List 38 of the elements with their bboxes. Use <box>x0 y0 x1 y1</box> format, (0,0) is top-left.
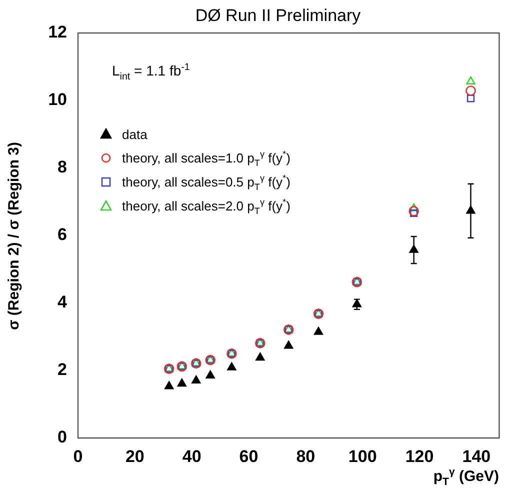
point <box>256 352 265 361</box>
point <box>466 94 475 102</box>
y-tick-label: 2 <box>58 360 67 380</box>
point <box>408 206 419 216</box>
x-tick-label: 140 <box>462 446 491 466</box>
point <box>352 299 362 308</box>
y-axis-title: σ (Region 2) / σ (Region 3) <box>6 142 22 330</box>
x-tick-label: 120 <box>405 446 434 466</box>
y-tick-label: 4 <box>58 292 68 312</box>
point <box>177 378 186 387</box>
y-tick-label: 12 <box>48 22 67 42</box>
point <box>410 209 418 218</box>
x-tick-label: 100 <box>348 446 377 466</box>
point <box>314 326 324 335</box>
y-tick-label: 0 <box>58 428 67 447</box>
point <box>409 203 418 212</box>
y-tick-label: 8 <box>58 158 67 177</box>
x-tick-label: 60 <box>239 446 258 466</box>
point <box>466 76 476 84</box>
legend-label: theory, all scales=1.0 p$_{T}$$^{γ}$ f(y$^{*}$) <box>122 148 290 168</box>
legend-label: data <box>122 126 148 142</box>
point <box>164 381 174 390</box>
point <box>227 362 236 370</box>
y-tick-label: 10 <box>48 90 67 110</box>
x-tick-label: 80 <box>296 446 316 466</box>
x-tick-label: 40 <box>182 446 202 466</box>
point <box>206 370 215 378</box>
legend-label: theory, all scales=0.5 p$_{T}$$^{γ}$ f(y$^{*}$) <box>122 172 290 192</box>
point <box>192 375 201 384</box>
y-tick-label: 6 <box>58 225 67 244</box>
chart-title: DØ Run II Preliminary <box>195 6 361 26</box>
legend-label: theory, all scales=2.0 p$_{T}$$^{γ}$ f(y$^{*}$) <box>122 196 290 216</box>
x-axis-title: p$_{T}$$^{γ}$ (GeV) <box>433 466 499 488</box>
x-tick-label: 20 <box>125 446 144 466</box>
point <box>284 340 294 349</box>
x-tick-label: 0 <box>73 446 83 466</box>
point <box>466 86 476 96</box>
annotation: L$_{int}$ = 1.1 fb$^{-1}$ <box>112 62 190 82</box>
